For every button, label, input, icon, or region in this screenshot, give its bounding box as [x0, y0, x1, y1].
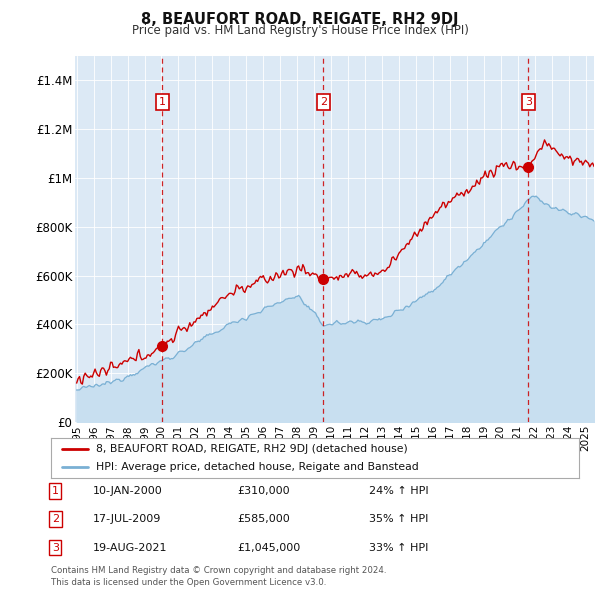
Text: HPI: Average price, detached house, Reigate and Banstead: HPI: Average price, detached house, Reig… [96, 462, 419, 472]
Text: Price paid vs. HM Land Registry's House Price Index (HPI): Price paid vs. HM Land Registry's House … [131, 24, 469, 37]
Text: 17-JUL-2009: 17-JUL-2009 [93, 514, 161, 524]
Text: 1: 1 [52, 486, 59, 496]
Text: 33% ↑ HPI: 33% ↑ HPI [369, 543, 428, 552]
Text: 19-AUG-2021: 19-AUG-2021 [93, 543, 167, 552]
Text: 10-JAN-2000: 10-JAN-2000 [93, 486, 163, 496]
Text: £585,000: £585,000 [237, 514, 290, 524]
Text: 24% ↑ HPI: 24% ↑ HPI [369, 486, 428, 496]
Text: 2: 2 [52, 514, 59, 524]
Text: 35% ↑ HPI: 35% ↑ HPI [369, 514, 428, 524]
Text: £310,000: £310,000 [237, 486, 290, 496]
Text: £1,045,000: £1,045,000 [237, 543, 300, 552]
Text: 8, BEAUFORT ROAD, REIGATE, RH2 9DJ: 8, BEAUFORT ROAD, REIGATE, RH2 9DJ [141, 12, 459, 27]
Text: 8, BEAUFORT ROAD, REIGATE, RH2 9DJ (detached house): 8, BEAUFORT ROAD, REIGATE, RH2 9DJ (deta… [96, 444, 407, 454]
Text: Contains HM Land Registry data © Crown copyright and database right 2024.
This d: Contains HM Land Registry data © Crown c… [51, 566, 386, 587]
Text: 1: 1 [158, 97, 166, 107]
Text: 3: 3 [52, 543, 59, 552]
Text: 3: 3 [525, 97, 532, 107]
Text: 2: 2 [320, 97, 327, 107]
